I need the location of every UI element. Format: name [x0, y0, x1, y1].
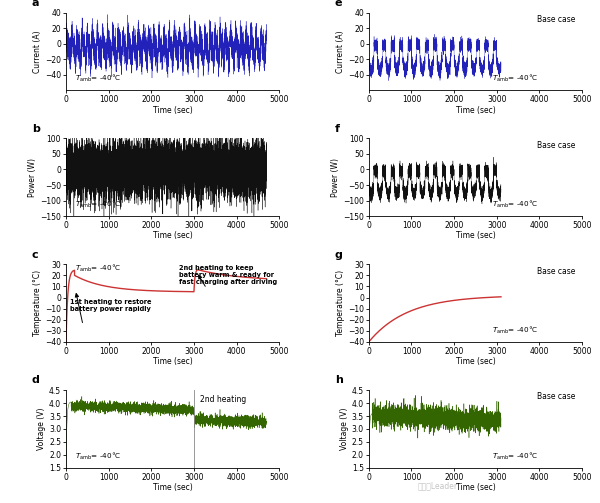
Text: e: e	[335, 0, 342, 8]
Text: $T_{\rm amb}$= -40°C: $T_{\rm amb}$= -40°C	[493, 450, 539, 462]
Text: d: d	[32, 375, 40, 385]
Text: 2nd heating: 2nd heating	[200, 395, 247, 404]
Text: 2nd heating to keep
battery warm & ready for
fast charging after driving: 2nd heating to keep battery warm & ready…	[179, 265, 277, 285]
Text: h: h	[335, 375, 343, 385]
X-axis label: Time (sec): Time (sec)	[153, 357, 193, 366]
Y-axis label: Current (A): Current (A)	[336, 30, 345, 73]
Text: $T_{\rm amb}$= -40°C: $T_{\rm amb}$= -40°C	[74, 199, 121, 210]
X-axis label: Time (sec): Time (sec)	[153, 483, 193, 492]
Text: Base case: Base case	[537, 141, 575, 150]
Text: 新能源Leader: 新能源Leader	[418, 481, 458, 490]
Text: $T_{\rm amb}$= -40°C: $T_{\rm amb}$= -40°C	[493, 73, 539, 84]
Text: f: f	[335, 124, 340, 134]
Text: $T_{\rm amb}$= -40°C: $T_{\rm amb}$= -40°C	[74, 450, 121, 462]
Y-axis label: Voltage (V): Voltage (V)	[37, 408, 46, 450]
Text: Base case: Base case	[537, 392, 575, 401]
X-axis label: Time (sec): Time (sec)	[153, 106, 193, 115]
Text: $T_{\rm amb}$= -40°C: $T_{\rm amb}$= -40°C	[493, 324, 539, 336]
X-axis label: Time (sec): Time (sec)	[455, 483, 495, 492]
Text: 1st heating to restore
battery power rapidly: 1st heating to restore battery power rap…	[70, 299, 152, 312]
Text: c: c	[32, 249, 38, 260]
Y-axis label: Voltage (V): Voltage (V)	[340, 408, 349, 450]
X-axis label: Time (sec): Time (sec)	[153, 231, 193, 240]
X-axis label: Time (sec): Time (sec)	[455, 357, 495, 366]
Y-axis label: Power (W): Power (W)	[28, 158, 37, 197]
Text: $T_{\rm amb}$= -40°C: $T_{\rm amb}$= -40°C	[74, 263, 121, 274]
Text: a: a	[32, 0, 40, 8]
Text: b: b	[32, 124, 40, 134]
Text: $T_{\rm amb}$= -40°C: $T_{\rm amb}$= -40°C	[493, 199, 539, 210]
Y-axis label: Current (A): Current (A)	[33, 30, 42, 73]
Y-axis label: Temperature (°C): Temperature (°C)	[336, 270, 345, 336]
Text: g: g	[335, 249, 343, 260]
Text: Base case: Base case	[537, 15, 575, 24]
Text: Base case: Base case	[537, 267, 575, 276]
Y-axis label: Temperature (°C): Temperature (°C)	[33, 270, 42, 336]
X-axis label: Time (sec): Time (sec)	[455, 106, 495, 115]
X-axis label: Time (sec): Time (sec)	[455, 231, 495, 240]
Text: $T_{\rm amb}$= -40°C: $T_{\rm amb}$= -40°C	[74, 73, 121, 84]
Y-axis label: Power (W): Power (W)	[331, 158, 340, 197]
